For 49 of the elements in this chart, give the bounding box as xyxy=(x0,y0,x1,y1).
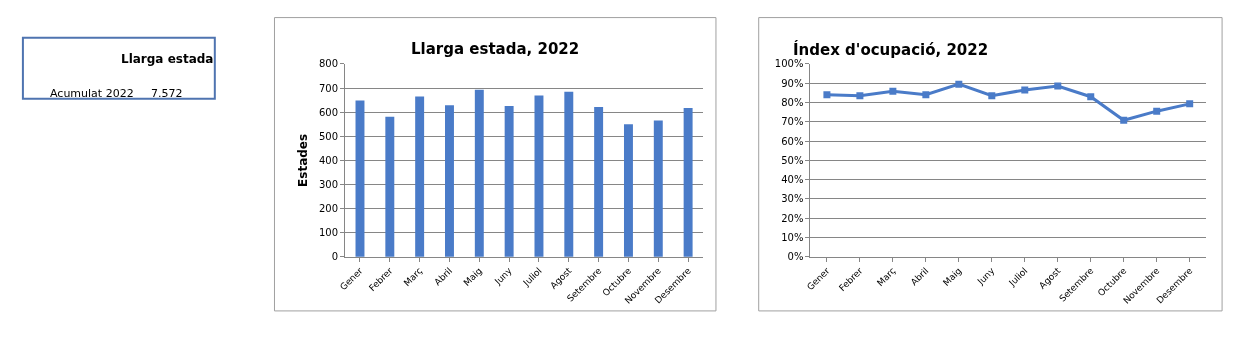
bar xyxy=(564,91,574,257)
bar xyxy=(504,106,514,257)
y-axis-title: Estades xyxy=(296,133,311,187)
y-tick-label: 400 xyxy=(318,154,339,166)
y-tick-label: 10% xyxy=(781,232,804,244)
y-tick-label: 800 xyxy=(318,58,339,70)
y-tick-label: 30% xyxy=(781,193,804,205)
point xyxy=(1087,93,1095,101)
point xyxy=(856,92,864,100)
y-tick-label: 40% xyxy=(781,174,804,186)
y-tick-label: 500 xyxy=(318,130,339,142)
y-tick-label: 60% xyxy=(781,135,804,147)
y-tick-label: 100 xyxy=(318,227,339,239)
point xyxy=(988,92,996,100)
chart-title: Índex d'ocupació, 2022 xyxy=(793,40,989,59)
point xyxy=(1021,86,1029,94)
y-tick-label: 200 xyxy=(318,203,339,215)
point xyxy=(1153,107,1161,115)
text: 7.572 xyxy=(151,87,183,100)
y-tick-label: 70% xyxy=(781,116,804,128)
text: Acumulat 2022 xyxy=(50,87,134,100)
point xyxy=(1120,116,1128,124)
bar xyxy=(445,105,454,257)
point xyxy=(1186,100,1194,108)
y-tick-label: 600 xyxy=(318,106,339,118)
y-tick-label: 0% xyxy=(787,251,804,263)
y-tick-label: 700 xyxy=(318,82,339,94)
y-tick-label: 0 xyxy=(331,251,339,263)
point xyxy=(955,80,963,88)
bar xyxy=(385,116,395,257)
point xyxy=(823,91,831,99)
y-tick-label: 90% xyxy=(781,77,804,89)
y-tick-label: 20% xyxy=(781,212,804,224)
bar xyxy=(534,95,544,257)
point xyxy=(889,87,897,95)
bar xyxy=(683,108,693,257)
bar xyxy=(474,89,484,257)
point xyxy=(922,91,930,99)
bar xyxy=(594,107,604,257)
y-tick-label: 100% xyxy=(774,58,804,70)
point xyxy=(1054,82,1062,90)
chart-title: Llarga estada, 2022 xyxy=(411,40,580,58)
bar xyxy=(415,96,425,257)
bar xyxy=(623,124,633,257)
text: Llarga estada xyxy=(121,52,214,66)
y-tick-label: 80% xyxy=(781,96,804,108)
y-tick-label: 50% xyxy=(781,154,804,166)
y-tick-label: 300 xyxy=(318,179,339,190)
bar xyxy=(653,120,663,257)
